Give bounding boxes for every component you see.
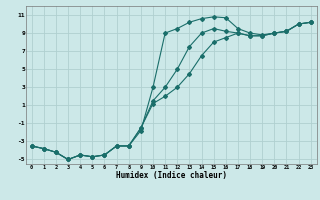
X-axis label: Humidex (Indice chaleur): Humidex (Indice chaleur): [116, 171, 227, 180]
